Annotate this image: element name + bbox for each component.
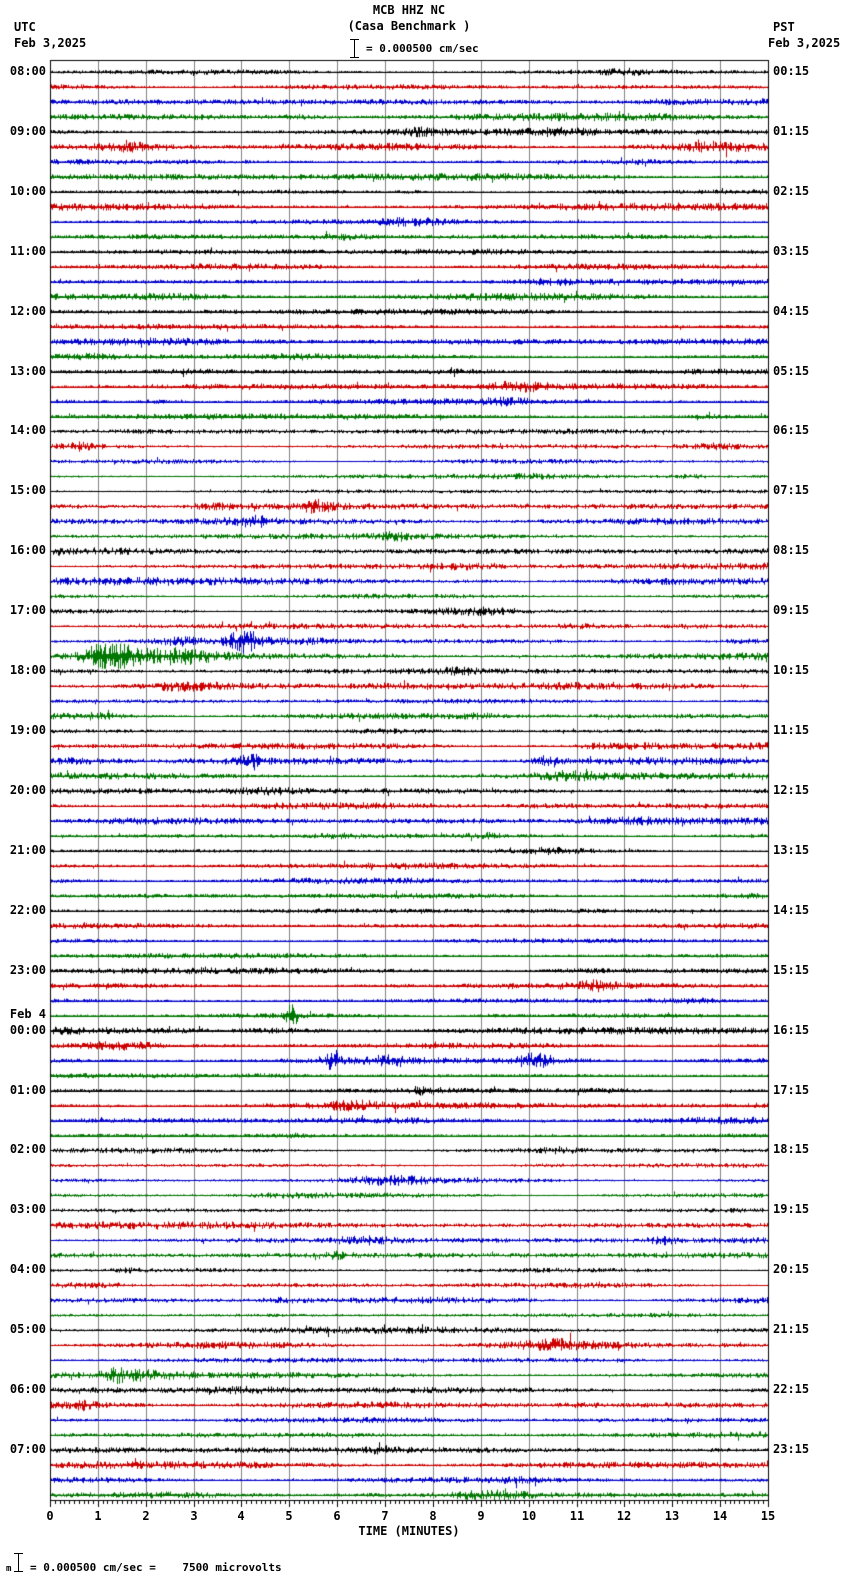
x-tick-label: 3 xyxy=(190,1509,198,1523)
pst-hour-label: 18:15 xyxy=(773,1142,810,1156)
footer-marker-label: m xyxy=(6,1564,12,1574)
footer-scale-bar-icon xyxy=(14,1553,23,1572)
utc-hour-label: 16:00 xyxy=(9,543,46,557)
utc-hour-label: 07:00 xyxy=(9,1442,46,1456)
pst-hour-label: 05:15 xyxy=(773,364,810,378)
utc-hour-label: 18:00 xyxy=(9,663,46,677)
utc-hour-label: 02:00 xyxy=(9,1142,46,1156)
pst-hour-label: 20:15 xyxy=(773,1262,810,1276)
pst-hour-label: 07:15 xyxy=(773,483,810,497)
utc-hour-label: 17:00 xyxy=(9,603,46,617)
pst-hour-label: 06:15 xyxy=(773,423,810,437)
x-tick-label: 9 xyxy=(477,1509,485,1523)
pst-hour-label: 15:15 xyxy=(773,963,810,977)
x-tick-label: 1 xyxy=(94,1509,102,1523)
x-tick-label: 11 xyxy=(569,1509,585,1523)
utc-hour-label: 08:00 xyxy=(9,64,46,78)
x-tick-label: 15 xyxy=(760,1509,776,1523)
x-tick-label: 13 xyxy=(664,1509,680,1523)
x-tick-label: 6 xyxy=(333,1509,341,1523)
pst-hour-label: 12:15 xyxy=(773,783,810,797)
x-tick-label: 0 xyxy=(46,1509,54,1523)
utc-hour-label: 15:00 xyxy=(9,483,46,497)
pst-hour-label: 01:15 xyxy=(773,124,810,138)
utc-hour-label: 10:00 xyxy=(9,184,46,198)
pst-hour-label: 13:15 xyxy=(773,843,810,857)
x-tick-label: 4 xyxy=(237,1509,245,1523)
pst-hour-label: 10:15 xyxy=(773,663,810,677)
utc-hour-label: 05:00 xyxy=(9,1322,46,1336)
utc-hour-label: 14:00 xyxy=(9,423,46,437)
utc-hour-label: 06:00 xyxy=(9,1382,46,1396)
helicorder-plot[interactable] xyxy=(0,0,850,1548)
utc-hour-label: 11:00 xyxy=(9,244,46,258)
footer-note: = 0.000500 cm/sec = 7500 microvolts xyxy=(30,1561,282,1574)
x-axis-label: TIME (MINUTES) xyxy=(358,1524,460,1538)
pst-hour-label: 02:15 xyxy=(773,184,810,198)
utc-hour-label: 19:00 xyxy=(9,723,46,737)
date-break-label: Feb 4 xyxy=(9,1007,46,1021)
utc-hour-label: 03:00 xyxy=(9,1202,46,1216)
pst-hour-label: 17:15 xyxy=(773,1083,810,1097)
x-tick-label: 8 xyxy=(429,1509,437,1523)
pst-hour-label: 19:15 xyxy=(773,1202,810,1216)
x-tick-label: 10 xyxy=(521,1509,537,1523)
utc-hour-label: 09:00 xyxy=(9,124,46,138)
utc-hour-label: 20:00 xyxy=(9,783,46,797)
pst-hour-label: 00:15 xyxy=(773,64,810,78)
pst-hour-label: 08:15 xyxy=(773,543,810,557)
pst-hour-label: 11:15 xyxy=(773,723,810,737)
x-tick-label: 7 xyxy=(381,1509,389,1523)
utc-hour-label: 23:00 xyxy=(9,963,46,977)
utc-hour-label: 00:00 xyxy=(9,1023,46,1037)
x-tick-label: 14 xyxy=(712,1509,728,1523)
pst-hour-label: 16:15 xyxy=(773,1023,810,1037)
x-tick-label: 2 xyxy=(142,1509,150,1523)
pst-hour-label: 14:15 xyxy=(773,903,810,917)
pst-hour-label: 22:15 xyxy=(773,1382,810,1396)
utc-hour-label: 21:00 xyxy=(9,843,46,857)
utc-hour-label: 12:00 xyxy=(9,304,46,318)
utc-hour-label: 13:00 xyxy=(9,364,46,378)
pst-hour-label: 04:15 xyxy=(773,304,810,318)
pst-hour-label: 21:15 xyxy=(773,1322,810,1336)
x-tick-label: 12 xyxy=(616,1509,632,1523)
x-tick-label: 5 xyxy=(285,1509,293,1523)
pst-hour-label: 09:15 xyxy=(773,603,810,617)
utc-hour-label: 04:00 xyxy=(9,1262,46,1276)
pst-hour-label: 03:15 xyxy=(773,244,810,258)
utc-hour-label: 01:00 xyxy=(9,1083,46,1097)
pst-hour-label: 23:15 xyxy=(773,1442,810,1456)
utc-hour-label: 22:00 xyxy=(9,903,46,917)
